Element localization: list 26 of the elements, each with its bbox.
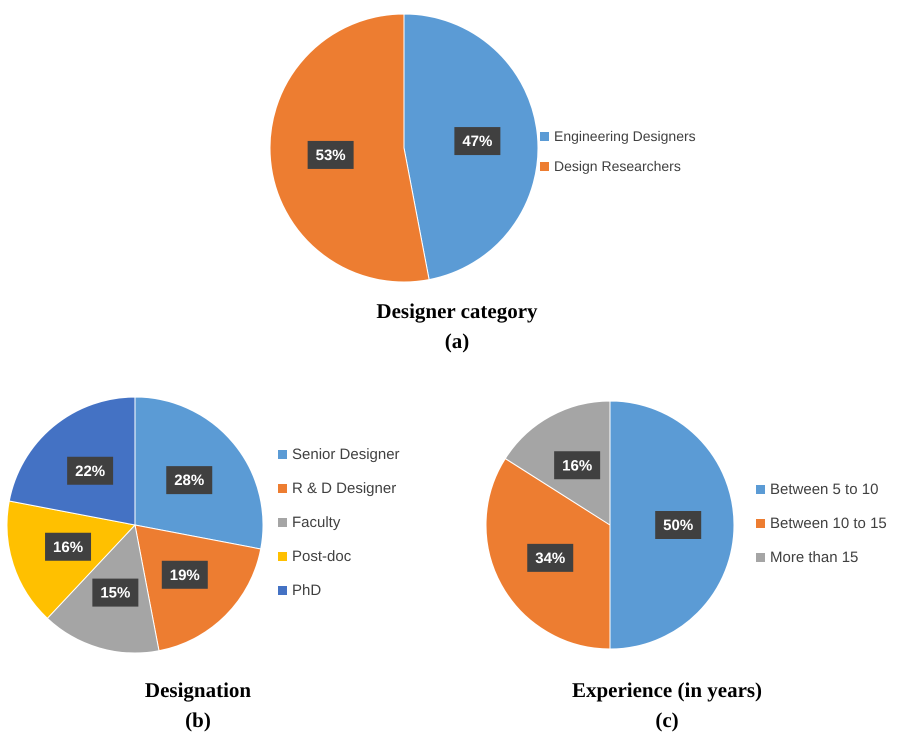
text: (c) <box>655 708 679 732</box>
legend-label: Faculty <box>292 514 341 531</box>
legend-label: Engineering Designers <box>554 128 696 144</box>
legend-label: Design Researchers <box>554 158 681 174</box>
data-label: 28% <box>174 472 204 490</box>
data-label: 34% <box>535 550 566 567</box>
legend-label: More than 15 <box>770 549 858 566</box>
data-label: 22% <box>75 462 106 480</box>
data-label: 50% <box>663 517 694 534</box>
legend-label: Between 10 to 15 <box>770 515 887 532</box>
data-label: 16% <box>562 457 592 474</box>
data-label: 19% <box>170 566 200 584</box>
legend-label: Senior Designer <box>292 446 400 463</box>
data-label: 15% <box>100 584 130 602</box>
text: Experience (in years) <box>572 678 762 702</box>
text: (b) <box>185 708 211 732</box>
data-label: 47% <box>462 133 492 150</box>
legend-label: PhD <box>292 582 322 599</box>
legend-label: Post-doc <box>292 548 352 565</box>
text: Designer category <box>376 299 538 323</box>
legend-label: R & D Designer <box>292 480 396 497</box>
data-label: 53% <box>316 146 346 164</box>
legend-label: Between 5 to 10 <box>770 481 878 498</box>
text: Designation <box>144 678 252 702</box>
text: (a) <box>444 329 470 353</box>
data-label: 16% <box>53 538 84 556</box>
